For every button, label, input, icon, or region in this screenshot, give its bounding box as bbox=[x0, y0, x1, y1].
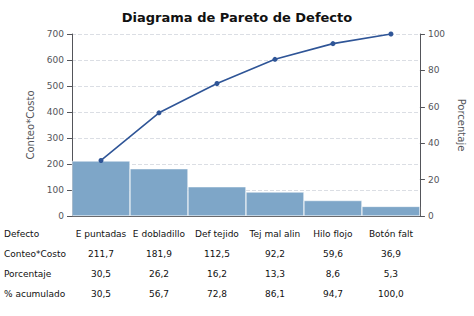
svg-text:200: 200 bbox=[47, 159, 64, 169]
svg-text:Porcentaje: Porcentaje bbox=[4, 269, 52, 279]
svg-text:E dobladillo: E dobladillo bbox=[133, 229, 186, 239]
svg-text:80: 80 bbox=[428, 65, 440, 75]
svg-text:% acumulado: % acumulado bbox=[4, 289, 66, 299]
svg-text:Hilo flojo: Hilo flojo bbox=[313, 229, 353, 239]
svg-text:16,2: 16,2 bbox=[207, 269, 227, 279]
svg-text:600: 600 bbox=[47, 55, 64, 65]
svg-text:100: 100 bbox=[428, 29, 445, 39]
svg-text:56,7: 56,7 bbox=[149, 289, 169, 299]
svg-text:36,9: 36,9 bbox=[381, 249, 401, 259]
svg-text:700: 700 bbox=[47, 29, 64, 39]
svg-text:181,9: 181,9 bbox=[146, 249, 172, 259]
svg-text:Diagrama de Pareto de Defecto: Diagrama de Pareto de Defecto bbox=[122, 10, 353, 25]
svg-text:Botón falt: Botón falt bbox=[369, 229, 413, 239]
svg-text:59,6: 59,6 bbox=[323, 249, 343, 259]
svg-text:500: 500 bbox=[47, 81, 64, 91]
svg-text:Tej mal alin: Tej mal alin bbox=[249, 229, 301, 239]
svg-text:100: 100 bbox=[47, 185, 64, 195]
svg-text:5,3: 5,3 bbox=[384, 269, 398, 279]
svg-text:Conteo*Costo: Conteo*Costo bbox=[25, 91, 36, 160]
svg-text:Porcentaje: Porcentaje bbox=[456, 99, 467, 152]
svg-text:30,5: 30,5 bbox=[91, 289, 111, 299]
svg-text:40: 40 bbox=[428, 138, 440, 148]
svg-text:Defecto: Defecto bbox=[4, 229, 40, 239]
svg-text:8,6: 8,6 bbox=[326, 269, 341, 279]
svg-text:Conteo*Costo: Conteo*Costo bbox=[4, 249, 67, 259]
svg-text:211,7: 211,7 bbox=[88, 249, 114, 259]
svg-text:400: 400 bbox=[47, 107, 64, 117]
svg-text:300: 300 bbox=[47, 133, 64, 143]
svg-text:13,3: 13,3 bbox=[265, 269, 285, 279]
svg-text:0: 0 bbox=[428, 211, 434, 221]
svg-text:20: 20 bbox=[428, 175, 440, 185]
svg-text:Def tejido: Def tejido bbox=[195, 229, 239, 239]
svg-text:60: 60 bbox=[428, 102, 440, 112]
svg-text:30,5: 30,5 bbox=[91, 269, 111, 279]
svg-text:0: 0 bbox=[58, 211, 64, 221]
svg-text:72,8: 72,8 bbox=[207, 289, 227, 299]
svg-text:E puntadas: E puntadas bbox=[76, 229, 127, 239]
svg-text:86,1: 86,1 bbox=[265, 289, 285, 299]
svg-text:100,0: 100,0 bbox=[378, 289, 404, 299]
svg-text:92,2: 92,2 bbox=[265, 249, 285, 259]
svg-text:112,5: 112,5 bbox=[204, 249, 230, 259]
svg-text:26,2: 26,2 bbox=[149, 269, 169, 279]
svg-text:94,7: 94,7 bbox=[323, 289, 343, 299]
